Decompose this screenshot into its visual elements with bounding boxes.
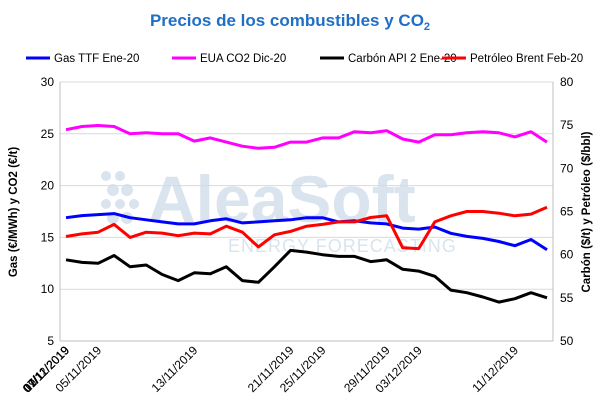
y-right-tick-label: 65 bbox=[560, 205, 574, 219]
legend-label: Petróleo Brent Feb-20 bbox=[470, 53, 583, 65]
left-axis-ticks: 5 10 15 20 25 30 bbox=[41, 75, 55, 348]
y-left-tick-label: 25 bbox=[41, 127, 55, 141]
legend: Gas TTF Ene-20 EUA CO2 Dic-20 Carbón API 2… bbox=[26, 53, 583, 65]
legend-label: Carbón API 2 Ene-20 bbox=[348, 53, 457, 65]
plot-area bbox=[59, 82, 554, 342]
y-left-tick-label: 30 bbox=[41, 75, 55, 89]
series-line-gas-ttf-ene-20 bbox=[65, 212, 548, 252]
y-axis-right-title: Carbón ($/t) y Petróleo ($/bbl) bbox=[581, 131, 593, 292]
y-right-tick-label: 70 bbox=[560, 161, 574, 175]
y-right-tick-label: 60 bbox=[560, 248, 574, 262]
chart-title: Precios de los combustibles y CO2 bbox=[150, 11, 430, 33]
legend-label: Gas TTF Ene-20 bbox=[54, 53, 139, 65]
y-right-tick-label: 75 bbox=[560, 118, 574, 132]
legend-label: EUA CO2 Dic-20 bbox=[200, 53, 286, 65]
watermark-tagline: ENERGY FORECASTING bbox=[228, 236, 457, 256]
x-tick-label: 13/11/2019 bbox=[149, 343, 201, 395]
series-line-petroleo-brent-feb-20 bbox=[65, 205, 548, 251]
y-right-tick-label: 50 bbox=[560, 334, 574, 348]
right-axis-ticks: 50 55 60 65 70 75 80 bbox=[560, 75, 574, 348]
y-axis-left-title: Gas (€/MWh) y CO2 (€/t) bbox=[8, 147, 20, 278]
y-right-tick-label: 55 bbox=[560, 291, 574, 305]
series-layer bbox=[65, 124, 548, 304]
y-left-tick-label: 5 bbox=[47, 334, 54, 348]
y-left-tick-label: 20 bbox=[41, 179, 55, 193]
y-left-tick-label: 15 bbox=[41, 230, 55, 244]
series-line-carbon-api-2-ene-20 bbox=[65, 248, 548, 304]
y-left-tick-label: 10 bbox=[41, 282, 55, 296]
y-right-tick-label: 80 bbox=[560, 75, 574, 89]
series-line-eua-co2-dic-20 bbox=[65, 124, 548, 150]
x-tick-label: 11/12/2019 bbox=[469, 343, 521, 395]
watermark: AleaSoft ENERGY FORECASTING bbox=[101, 162, 457, 256]
